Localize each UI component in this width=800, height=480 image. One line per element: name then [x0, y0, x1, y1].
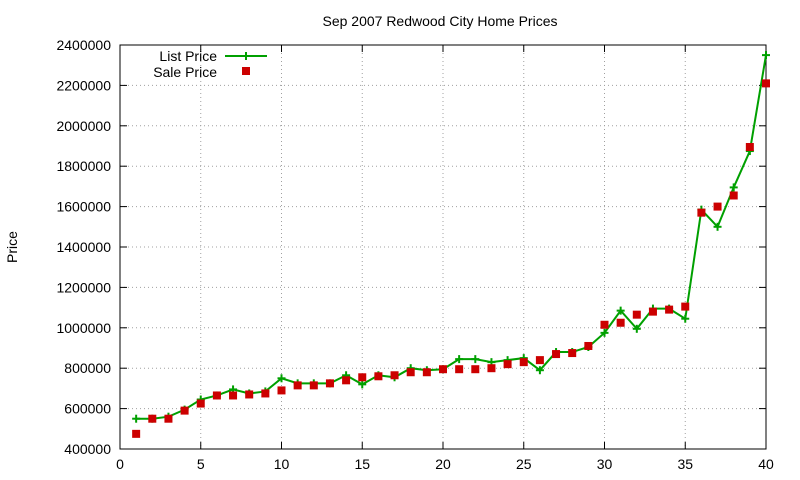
y-axis-label: Price	[4, 231, 20, 263]
sale-price-point	[519, 358, 528, 367]
sale-price-point	[245, 390, 254, 399]
legend-label-list-price: List Price	[159, 48, 217, 64]
sale-price-point	[358, 373, 367, 382]
legend-label-sale-price: Sale Price	[153, 64, 217, 80]
sale-price-point	[616, 318, 625, 327]
x-tick-label: 35	[677, 456, 693, 472]
y-tick-label: 600000	[64, 401, 111, 417]
y-tick-label: 2400000	[56, 37, 111, 53]
list-price-point	[132, 414, 141, 423]
list-price-point	[616, 306, 625, 315]
list-price-point	[277, 374, 286, 383]
x-tick-label: 10	[274, 456, 290, 472]
list-price-point	[358, 380, 367, 389]
x-tick-label: 30	[597, 456, 613, 472]
y-tick-label: 1000000	[56, 320, 111, 336]
sale-price-point	[745, 143, 754, 152]
y-tick-label: 1600000	[56, 199, 111, 215]
sale-price-point	[325, 379, 334, 388]
sale-price-point	[665, 305, 674, 314]
sale-price-point	[648, 307, 657, 316]
legend-marker-list-price	[242, 52, 250, 60]
sale-price-point	[132, 429, 141, 438]
sale-price-point	[681, 302, 690, 311]
sale-price-point	[277, 386, 286, 395]
y-tick-label: 1200000	[56, 279, 111, 295]
sale-price-point	[552, 350, 561, 359]
sale-price-point	[439, 365, 447, 374]
sale-price-point	[600, 320, 609, 329]
x-tick-label: 25	[516, 456, 532, 472]
list-price-point	[471, 355, 480, 364]
legend: List Price Sale Price	[153, 48, 267, 80]
y-tick-label: 400000	[64, 441, 111, 457]
list-price-point	[535, 366, 544, 375]
sale-price-point	[455, 365, 464, 374]
y-tick-label: 1400000	[56, 239, 111, 255]
list-price-point	[762, 51, 770, 60]
sale-price-point	[584, 341, 593, 350]
sale-price-point	[422, 368, 431, 377]
sale-price-point	[762, 79, 770, 88]
x-tick-label: 15	[354, 456, 370, 472]
sale-price-point	[196, 399, 205, 408]
sale-price-point	[406, 368, 415, 377]
list-price-point	[632, 324, 641, 333]
sale-price-point	[164, 414, 173, 423]
chart-title: Sep 2007 Redwood City Home Prices	[322, 13, 557, 29]
x-tick-label: 20	[435, 456, 451, 472]
list-price-line	[136, 54, 767, 420]
x-tick-label: 40	[758, 456, 774, 472]
list-price-point	[713, 222, 722, 231]
list-price-point	[729, 183, 738, 192]
sale-price-point	[293, 381, 302, 390]
sale-price-point	[180, 406, 189, 415]
sale-price-point	[503, 360, 512, 369]
sale-price-point	[261, 389, 270, 398]
grid-lines	[120, 45, 766, 449]
sale-price-point	[487, 364, 496, 373]
sale-price-point	[697, 208, 706, 217]
sale-price-point	[713, 202, 722, 211]
sale-price-point	[342, 376, 351, 385]
sale-price-point	[148, 414, 157, 423]
sale-price-point	[212, 391, 221, 400]
legend-marker-sale-price	[242, 67, 250, 75]
y-tick-label: 1800000	[56, 158, 111, 174]
y-tick-label: 2000000	[56, 118, 111, 134]
list-price-point	[455, 355, 464, 364]
axis-ticks: 400000 600000 800000 1000000 1200000 1400000 1…	[56, 37, 774, 472]
sale-price-point	[390, 371, 399, 380]
sale-price-point	[229, 391, 238, 400]
list-price-point	[681, 314, 690, 323]
sale-price-point	[632, 310, 641, 319]
sale-price-point	[309, 381, 318, 390]
series-layer	[132, 51, 770, 438]
sale-price-point	[471, 365, 480, 374]
sale-price-point	[374, 372, 383, 381]
y-tick-label: 2200000	[56, 77, 111, 93]
sale-price-point	[568, 349, 577, 358]
list-price-point	[600, 328, 609, 337]
x-tick-label: 5	[197, 456, 205, 472]
x-tick-label: 0	[116, 456, 124, 472]
sale-price-point	[729, 191, 738, 200]
y-tick-label: 800000	[64, 360, 111, 376]
sale-price-point	[535, 356, 544, 365]
